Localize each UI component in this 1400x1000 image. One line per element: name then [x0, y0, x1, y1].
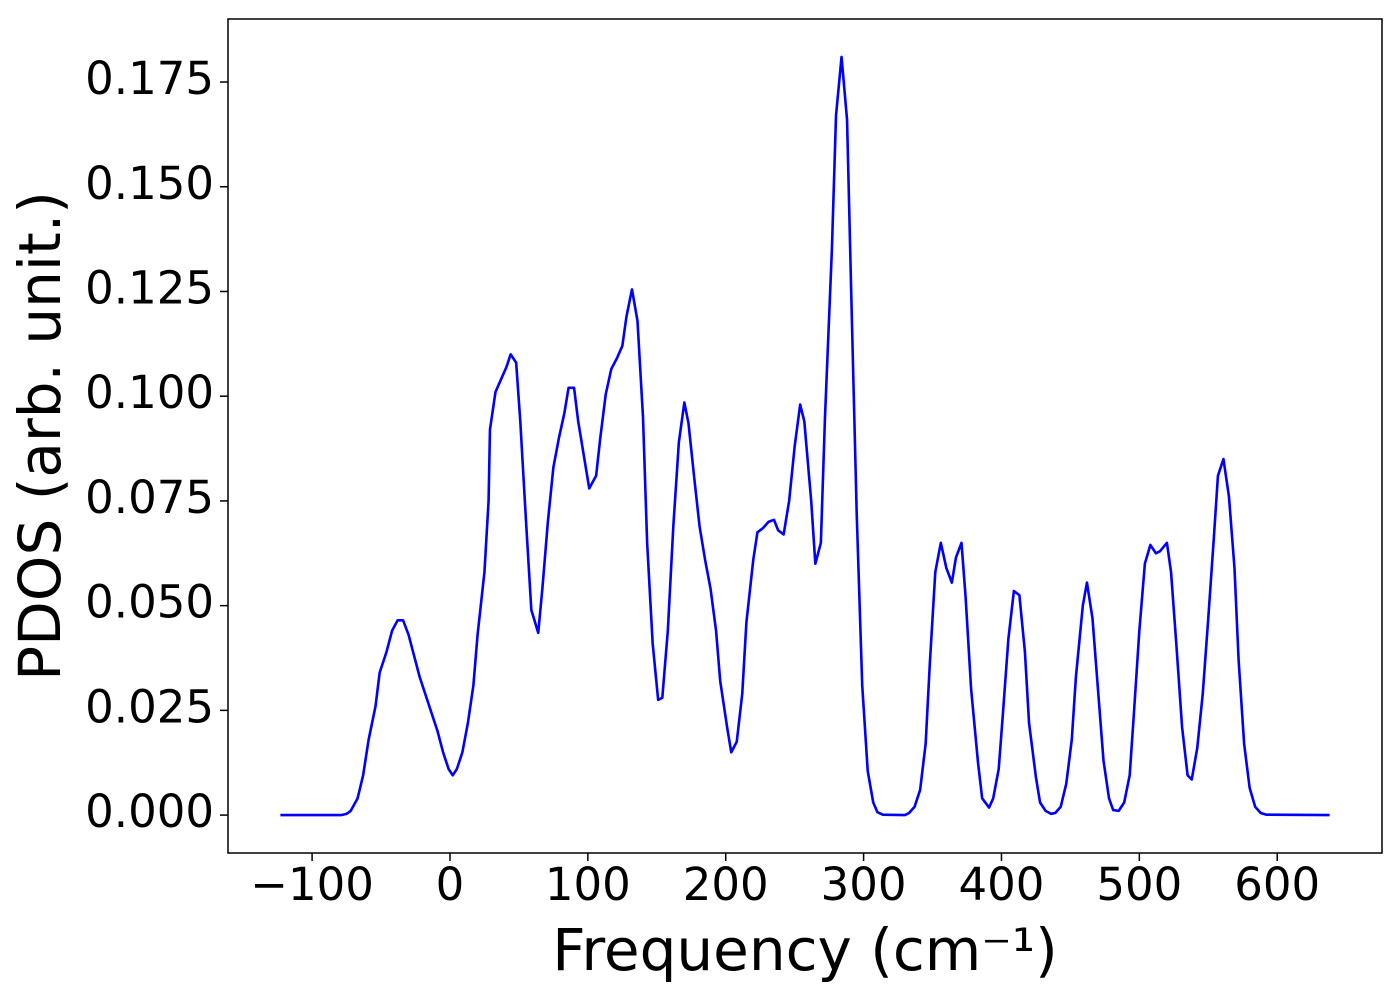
x-tick-label: 300	[821, 858, 907, 911]
x-tick-label: 200	[683, 858, 769, 911]
plot-frame	[227, 18, 1383, 854]
x-tick-label: −100	[250, 858, 374, 911]
x-tick-label: 400	[959, 858, 1045, 911]
y-tick-label: 0.125	[85, 261, 214, 314]
y-tick-label: 0.175	[85, 52, 214, 105]
x-tick-label: 500	[1096, 858, 1182, 911]
y-tick-label: 0.150	[85, 157, 214, 210]
y-tick-label: 0.025	[85, 680, 214, 733]
data-line	[280, 55, 1330, 817]
y-tick-label: 0.100	[85, 366, 214, 419]
x-tick-label: 100	[545, 858, 631, 911]
y-tick-label: 0.050	[85, 576, 214, 629]
y-tick-label: 0.000	[85, 785, 214, 838]
x-tick-label: 0	[436, 858, 465, 911]
y-tick-label: 0.075	[85, 471, 214, 524]
x-tick-label: 600	[1234, 858, 1320, 911]
x-axis-label: Frequency (cm⁻¹)	[552, 916, 1058, 984]
y-axis-label: PDOS (arb. unit.)	[6, 191, 74, 681]
